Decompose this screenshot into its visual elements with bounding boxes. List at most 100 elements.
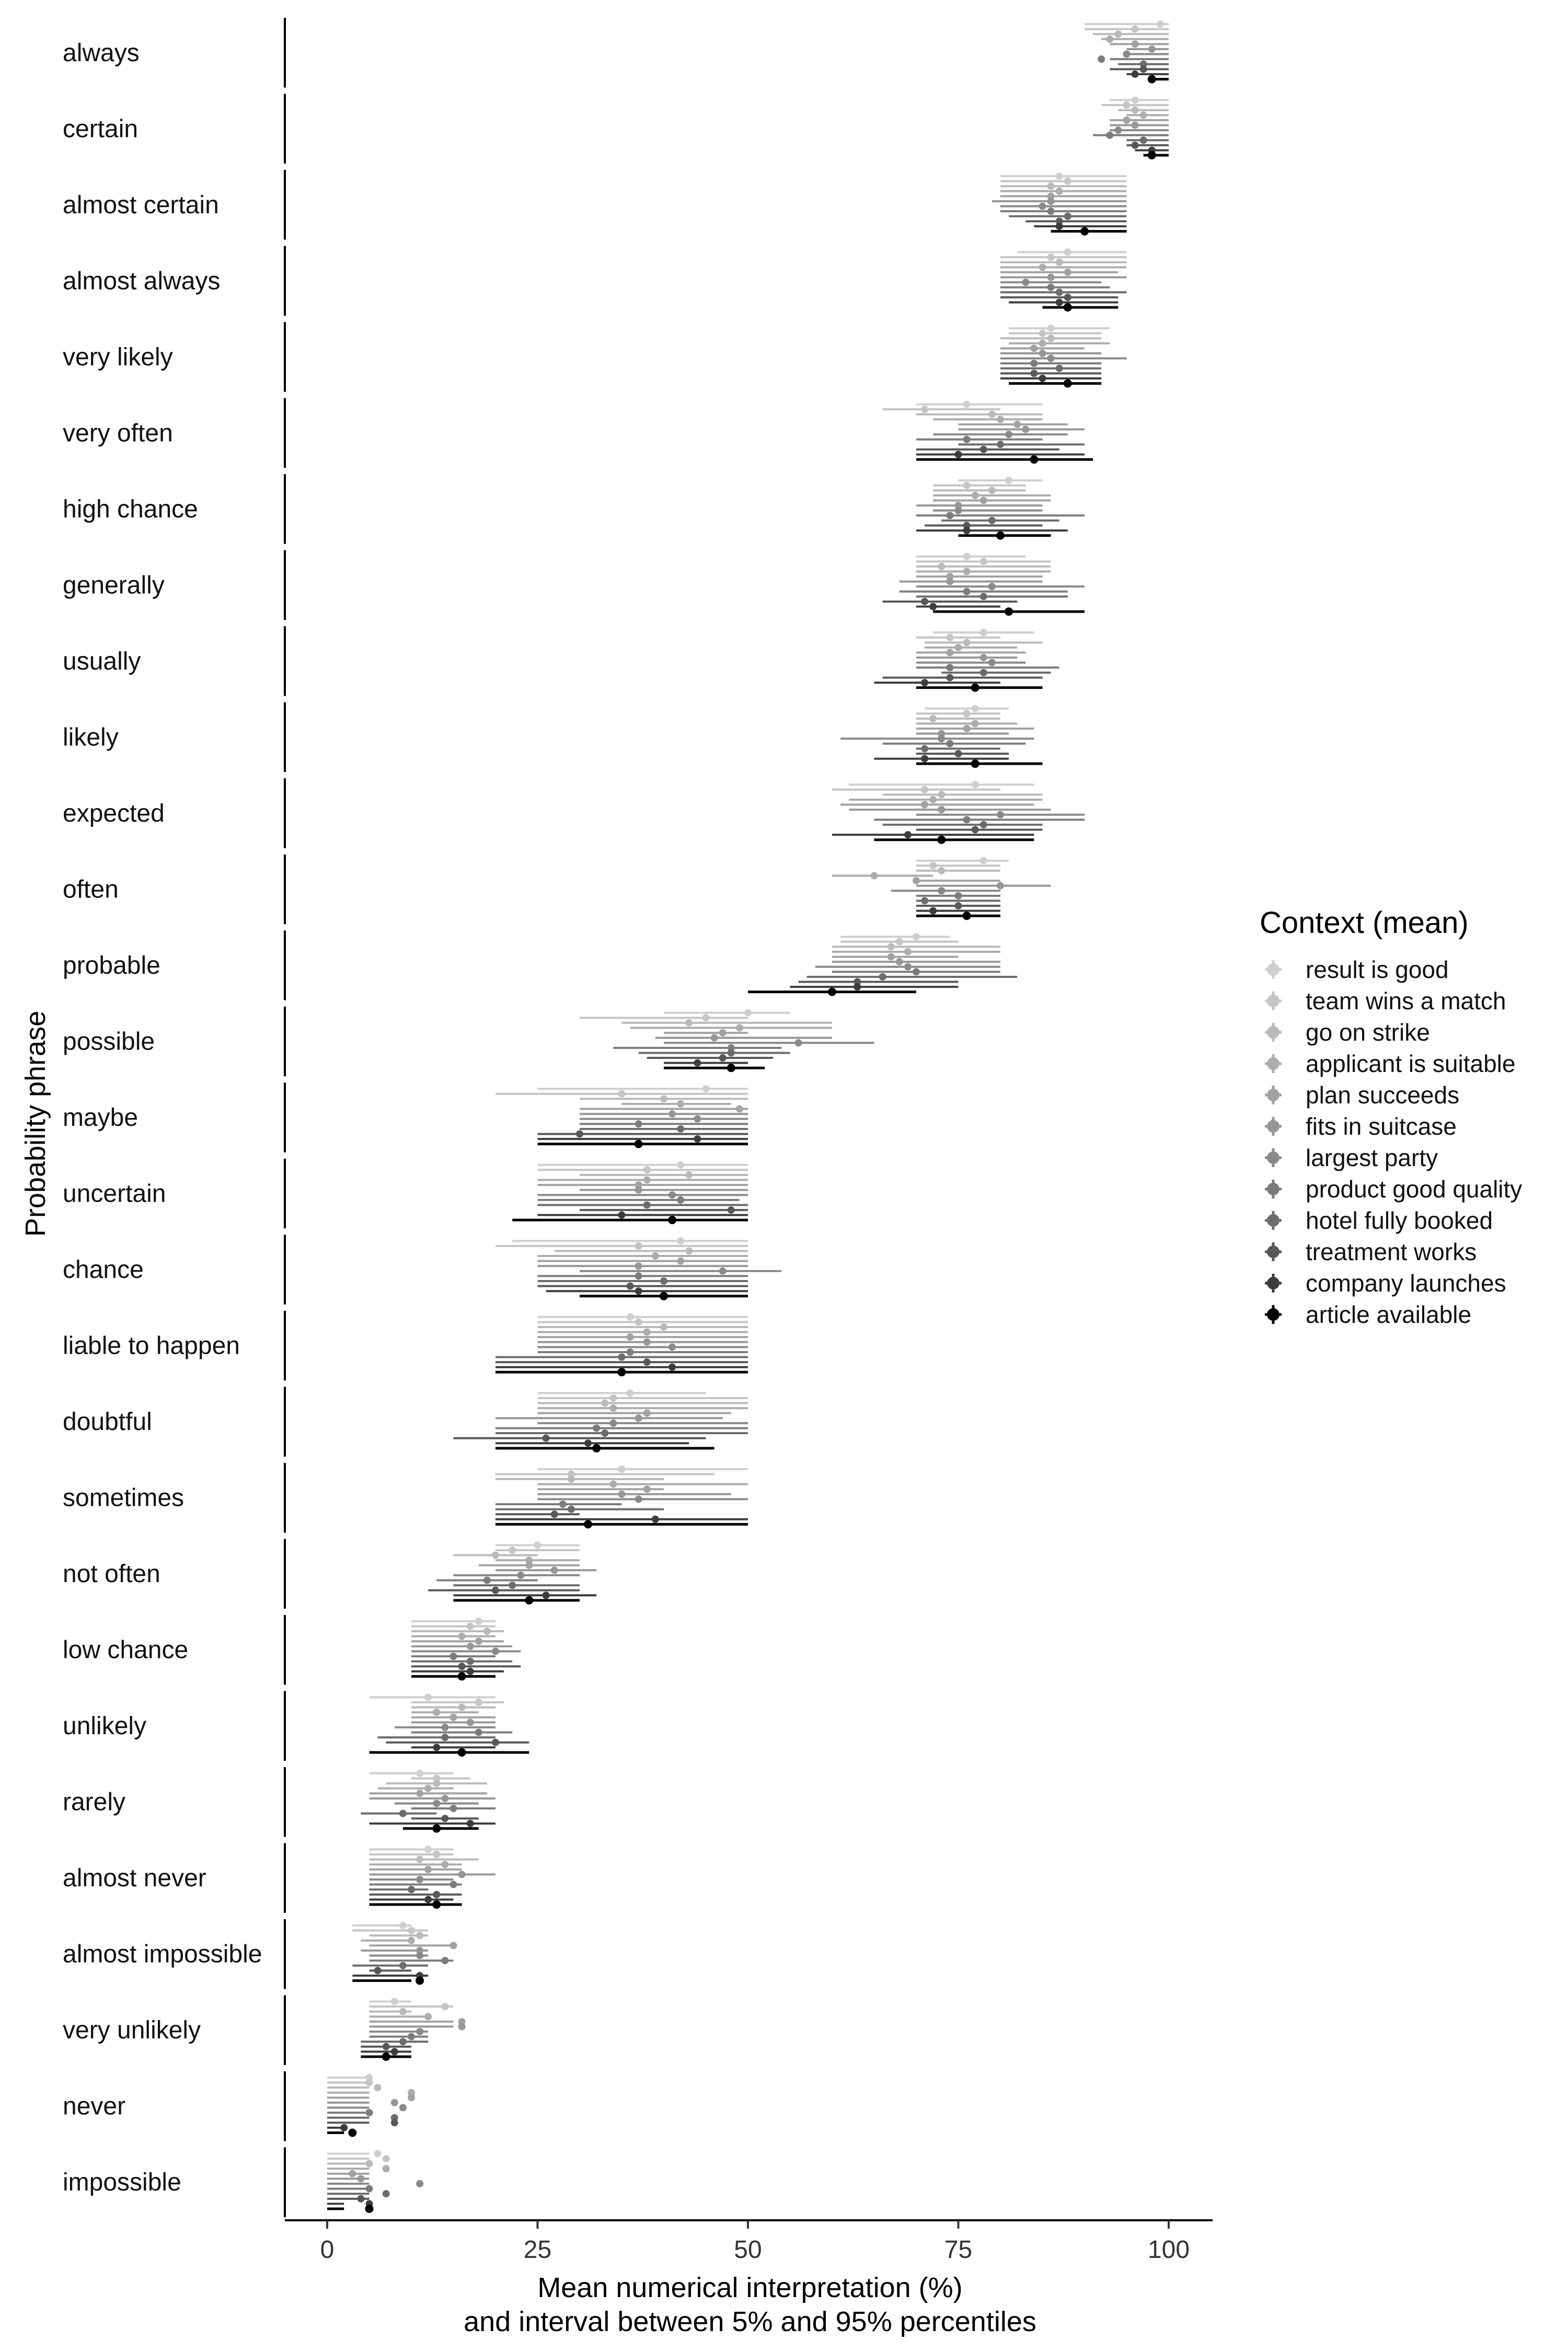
mean-point [584, 1439, 592, 1447]
mean-point [601, 1429, 609, 1437]
mean-point [921, 745, 929, 753]
mean-point [365, 2079, 373, 2086]
mean-point [913, 933, 920, 941]
mean-point [617, 1368, 626, 1377]
mean-point [643, 1485, 651, 1493]
mean-point [416, 1952, 424, 1959]
legend-key-point [1267, 963, 1279, 976]
mean-point [635, 1262, 642, 1270]
mean-point [626, 1348, 634, 1356]
mean-point [399, 1921, 407, 1929]
phrase-row: unlikely [63, 1691, 529, 1761]
mean-point [904, 948, 912, 955]
mean-point [542, 1592, 550, 1599]
legend-key-point [1267, 1057, 1279, 1070]
legend-label: applicant is suitable [1306, 1050, 1515, 1077]
mean-point [390, 2099, 398, 2106]
mean-point [416, 2180, 424, 2188]
mean-point [433, 1744, 441, 1751]
mean-point [887, 953, 895, 961]
mean-point [466, 1642, 474, 1650]
mean-point [954, 892, 962, 900]
mean-point [879, 973, 886, 981]
phrase-label: probable [63, 952, 160, 979]
legend-item: plan succeeds [1265, 1081, 1459, 1109]
mean-point [946, 664, 954, 672]
legend-key-point [1267, 1277, 1279, 1289]
mean-point [635, 1287, 642, 1295]
mean-point [609, 1419, 617, 1427]
mean-point [483, 1628, 491, 1635]
mean-point [954, 750, 962, 757]
mean-point [938, 791, 946, 799]
mean-point [904, 963, 912, 971]
mean-point [938, 562, 946, 570]
mean-point [1030, 344, 1038, 352]
mean-point [340, 2124, 348, 2131]
mean-point [677, 1161, 685, 1169]
phrase-row: sometimes [63, 1462, 748, 1533]
mean-point [567, 1470, 575, 1478]
mean-point [963, 639, 971, 647]
mean-point [424, 1693, 432, 1701]
mean-point [466, 1667, 474, 1675]
phrase-label: almost always [63, 267, 220, 295]
mean-point [1114, 30, 1122, 38]
phrase-row: very often [63, 398, 1093, 468]
mean-point [694, 1135, 701, 1143]
mean-point [559, 1500, 567, 1508]
mean-point [668, 1191, 676, 1199]
mean-point [635, 1181, 642, 1189]
phrase-label: doubtful [63, 1408, 152, 1436]
mean-point [593, 1424, 601, 1432]
phrase-label: unlikely [63, 1712, 146, 1740]
mean-point [399, 2038, 407, 2046]
mean-point [677, 1257, 685, 1265]
mean-point [963, 481, 971, 489]
mean-point [1039, 350, 1046, 358]
phrase-row: usually [63, 626, 1059, 696]
mean-point [971, 720, 979, 728]
mean-point [458, 1663, 466, 1670]
phrase-row: always [63, 18, 1169, 88]
mean-point [357, 2175, 365, 2183]
mean-point [694, 1059, 701, 1067]
mean-point [963, 527, 971, 535]
mean-point [550, 1511, 558, 1518]
mean-point [634, 1139, 643, 1148]
mean-point [946, 512, 954, 520]
mean-point [449, 1805, 457, 1813]
mean-point [963, 522, 971, 529]
mean-point [954, 643, 962, 651]
mean-point [988, 410, 996, 418]
mean-point [416, 2028, 424, 2036]
mean-point [374, 1967, 382, 1975]
mean-point [475, 1728, 482, 1736]
phrase-label: always [63, 39, 140, 67]
mean-point [416, 1946, 424, 1954]
phrase-label: likely [63, 723, 119, 751]
mean-point [635, 1272, 642, 1280]
legend-key-point [1267, 1214, 1279, 1227]
mean-point [458, 2023, 466, 2031]
legend-item: article available [1265, 1301, 1471, 1328]
mean-point [1013, 420, 1021, 428]
legend-label: product good quality [1306, 1175, 1522, 1203]
mean-point [433, 1709, 441, 1716]
mean-point [399, 1962, 407, 1969]
mean-point [433, 1774, 441, 1782]
mean-point [466, 1719, 474, 1726]
legend-label: article available [1306, 1301, 1471, 1328]
legend-item: largest party [1265, 1144, 1438, 1171]
mean-point [432, 1824, 441, 1833]
mean-point [1147, 151, 1156, 160]
mean-point [735, 1105, 743, 1113]
legend-item: applicant is suitable [1265, 1050, 1515, 1077]
mean-point [1064, 248, 1071, 256]
mean-point [1131, 40, 1139, 48]
legend-item: product good quality [1265, 1175, 1522, 1203]
mean-point [1106, 35, 1114, 43]
legend-key-point [1267, 1089, 1279, 1101]
phrase-row: very likely [63, 322, 1127, 392]
mean-point [1039, 202, 1046, 210]
